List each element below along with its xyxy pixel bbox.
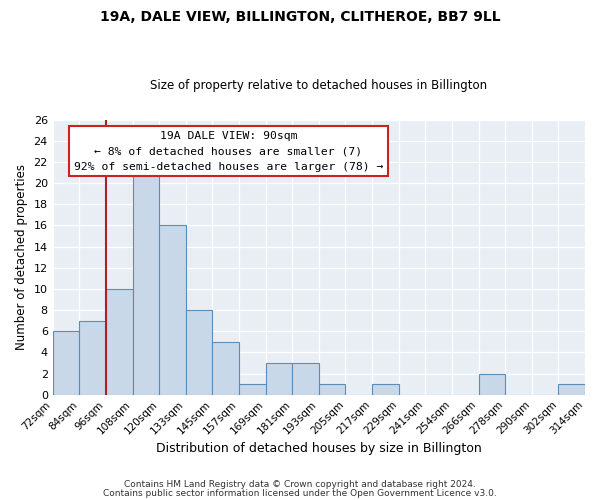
Bar xyxy=(79,320,106,394)
Bar xyxy=(133,172,159,394)
Y-axis label: Number of detached properties: Number of detached properties xyxy=(15,164,28,350)
Bar xyxy=(106,289,133,395)
Bar xyxy=(239,384,266,394)
Text: 19A DALE VIEW: 90sqm
← 8% of detached houses are smaller (7)
92% of semi-detache: 19A DALE VIEW: 90sqm ← 8% of detached ho… xyxy=(74,130,383,172)
Text: Contains HM Land Registry data © Crown copyright and database right 2024.: Contains HM Land Registry data © Crown c… xyxy=(124,480,476,489)
Bar xyxy=(479,374,505,394)
Bar xyxy=(319,384,346,394)
X-axis label: Distribution of detached houses by size in Billington: Distribution of detached houses by size … xyxy=(156,442,482,455)
Bar xyxy=(292,363,319,394)
Bar xyxy=(186,310,212,394)
Bar xyxy=(559,384,585,394)
Bar xyxy=(372,384,398,394)
Title: Size of property relative to detached houses in Billington: Size of property relative to detached ho… xyxy=(150,79,487,92)
Bar xyxy=(53,331,79,394)
Text: 19A, DALE VIEW, BILLINGTON, CLITHEROE, BB7 9LL: 19A, DALE VIEW, BILLINGTON, CLITHEROE, B… xyxy=(100,10,500,24)
Bar xyxy=(212,342,239,394)
Bar xyxy=(159,226,186,394)
Bar xyxy=(266,363,292,394)
Text: Contains public sector information licensed under the Open Government Licence v3: Contains public sector information licen… xyxy=(103,490,497,498)
